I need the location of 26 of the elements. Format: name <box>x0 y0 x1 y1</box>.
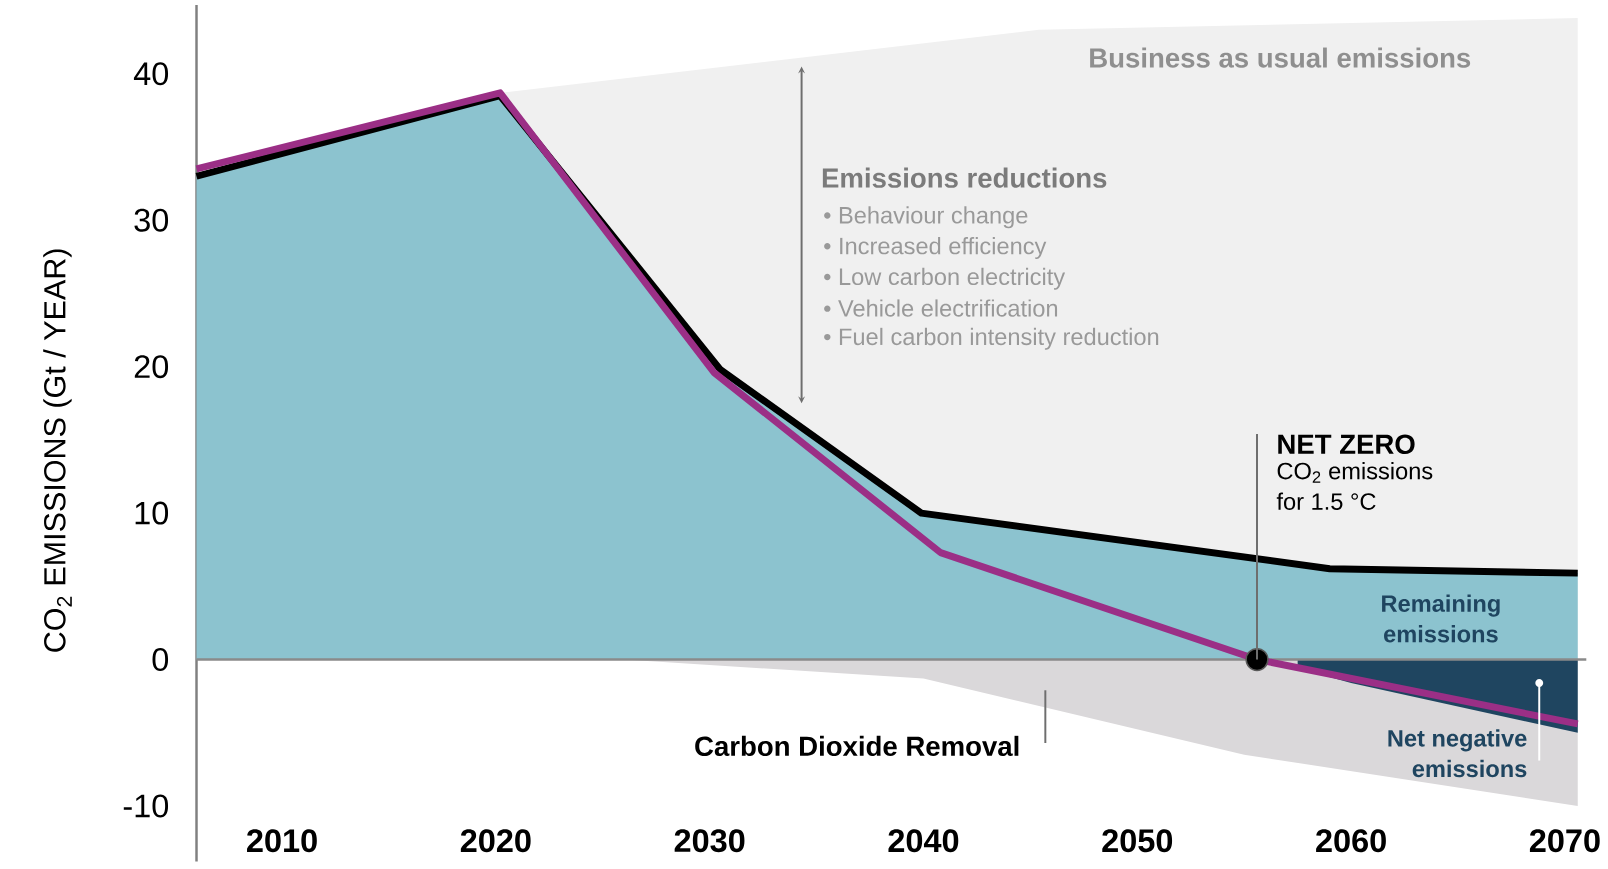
y-tick-label: 0 <box>152 648 169 672</box>
annotation: CO$_{2}$ emissions for 1.5 °C <box>1276 462 1433 511</box>
annotation: Net negative emissions <box>1388 729 1527 778</box>
annotation: • Increased efficiency <box>824 237 1047 260</box>
x-tick-label: 2030 <box>674 829 745 853</box>
annotation: Carbon Dioxide Removal <box>695 736 1019 757</box>
annotation: • Behaviour change <box>824 206 1028 229</box>
annotation: NET ZERO <box>1278 434 1415 455</box>
annotation: • Vehicle electrification <box>824 299 1058 317</box>
annotation: Emissions reductions <box>822 167 1107 189</box>
y-tick-label: 30 <box>134 208 169 232</box>
y-axis-title: CO$_{2}$ EMISSIONS (Gt / YEAR) <box>43 249 72 652</box>
annotation: Business as usual emissions <box>1090 47 1471 68</box>
x-tick-label: 2010 <box>247 829 317 853</box>
annotation: • Low carbon electricity <box>824 267 1066 291</box>
x-tick-label: 2020 <box>460 829 531 853</box>
x-tick-label: 2040 <box>888 829 959 853</box>
x-tick-label: 2070 <box>1529 829 1600 853</box>
x-tick-label: 2050 <box>1102 829 1173 853</box>
annotation: • Fuel carbon intensity reduction <box>824 328 1159 351</box>
y-tick-label: 40 <box>133 62 169 86</box>
y-tick-label: 10 <box>135 501 169 525</box>
y-tick-label: 20 <box>134 355 169 379</box>
y-tick-label: -10 <box>123 794 169 818</box>
x-tick-label: 2060 <box>1316 829 1386 853</box>
annotation: Remaining emissions <box>1382 594 1500 643</box>
